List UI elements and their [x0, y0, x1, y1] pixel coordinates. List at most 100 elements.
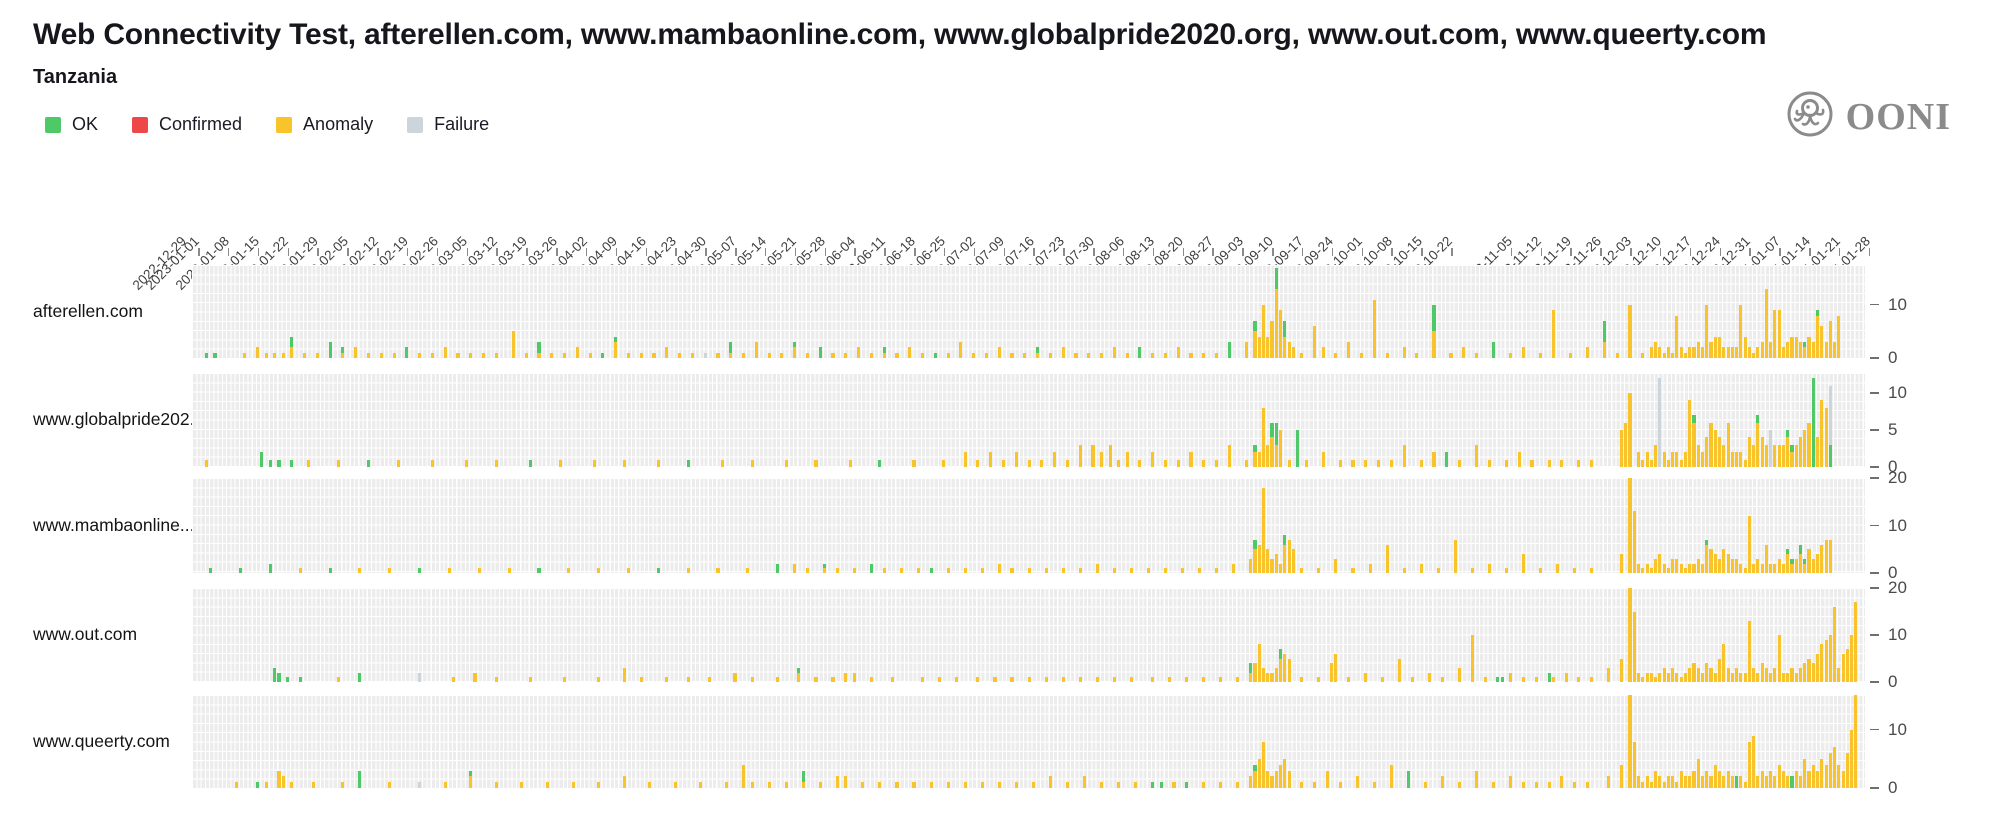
bar-anomaly[interactable] [1607, 667, 1611, 682]
bar-anomaly[interactable] [831, 677, 835, 682]
bar-anomaly[interactable] [1061, 347, 1065, 358]
bar-anomaly[interactable] [469, 776, 473, 788]
bar-anomaly[interactable] [1764, 288, 1768, 358]
bar-anomaly[interactable] [1151, 677, 1155, 682]
bar-anomaly[interactable] [1440, 677, 1445, 682]
bar-ok[interactable] [260, 452, 264, 467]
bar-anomaly[interactable] [1619, 658, 1624, 682]
bar-anomaly[interactable] [1790, 336, 1794, 358]
bar-anomaly[interactable] [1820, 758, 1824, 788]
bar-anomaly[interactable] [1726, 770, 1730, 788]
bar-anomaly[interactable] [835, 776, 839, 788]
bar-anomaly[interactable] [1176, 347, 1180, 358]
bar-ok[interactable] [268, 459, 272, 467]
bar-anomaly[interactable] [835, 568, 839, 573]
bar-ok[interactable] [273, 667, 277, 682]
bar-anomaly[interactable] [1270, 558, 1274, 573]
bar-ok[interactable] [1253, 764, 1257, 771]
bar-anomaly[interactable] [1202, 459, 1206, 467]
bar-anomaly[interactable] [1278, 658, 1283, 682]
bar-anomaly[interactable] [1662, 452, 1666, 467]
bar-anomaly[interactable] [1709, 342, 1713, 358]
bar-anomaly[interactable] [1313, 326, 1317, 358]
bar-anomaly[interactable] [976, 459, 980, 467]
bar-anomaly[interactable] [818, 782, 822, 788]
bar-anomaly[interactable] [997, 782, 1001, 788]
bar-anomaly[interactable] [963, 782, 967, 788]
bar-anomaly[interactable] [1521, 677, 1526, 682]
bar-anomaly[interactable] [1483, 677, 1487, 682]
bar-anomaly[interactable] [754, 342, 758, 358]
bar-anomaly[interactable] [1658, 554, 1662, 573]
bar-anomaly[interactable] [1854, 695, 1858, 788]
bar-anomaly[interactable] [1632, 741, 1636, 788]
bar-anomaly[interactable] [1530, 459, 1534, 467]
bar-anomaly[interactable] [1773, 563, 1777, 573]
ooni-logo[interactable]: OONI [1784, 88, 1951, 145]
bar-ok[interactable] [1500, 677, 1504, 682]
bar-anomaly[interactable] [1700, 776, 1705, 788]
bar-anomaly[interactable] [678, 352, 682, 358]
bar-anomaly[interactable] [1270, 672, 1274, 682]
bar-anomaly[interactable] [1300, 352, 1304, 358]
bar-anomaly[interactable] [1266, 672, 1270, 682]
bar-anomaly[interactable] [234, 782, 238, 788]
bar-anomaly[interactable] [1027, 677, 1031, 682]
bar-anomaly[interactable] [1709, 667, 1713, 682]
bar-anomaly[interactable] [1470, 635, 1474, 682]
bar-anomaly[interactable] [1117, 459, 1121, 467]
bar-anomaly[interactable] [290, 347, 294, 358]
bar-anomaly[interactable] [1355, 776, 1359, 788]
bar-anomaly[interactable] [895, 782, 899, 788]
bar-anomaly[interactable] [899, 568, 903, 573]
bar-ok[interactable] [358, 672, 362, 682]
bar-anomaly[interactable] [1696, 667, 1700, 682]
bar-ok[interactable] [1786, 430, 1790, 438]
bar-anomaly[interactable] [1645, 452, 1649, 467]
bar-anomaly[interactable] [784, 459, 788, 467]
bar-ok[interactable] [1274, 267, 1278, 289]
bar-ok[interactable] [1253, 444, 1257, 453]
bar-anomaly[interactable] [1475, 352, 1479, 358]
bar-anomaly[interactable] [1649, 459, 1653, 467]
bar-anomaly[interactable] [1278, 430, 1283, 467]
bar-anomaly[interactable] [1781, 563, 1785, 573]
bar-anomaly[interactable] [1760, 663, 1764, 682]
bar-anomaly[interactable] [1065, 459, 1069, 467]
bar-anomaly[interactable] [1377, 459, 1381, 467]
bar-anomaly[interactable] [1266, 336, 1270, 358]
bar-anomaly[interactable] [920, 352, 925, 358]
bar-ok[interactable] [1432, 304, 1436, 332]
bar-anomaly[interactable] [1675, 558, 1679, 573]
bar-anomaly[interactable] [1683, 776, 1687, 788]
bar-anomaly[interactable] [801, 782, 805, 788]
bar-anomaly[interactable] [341, 352, 345, 358]
bar-ok[interactable] [328, 342, 332, 358]
bar-anomaly[interactable] [571, 782, 575, 788]
bar-anomaly[interactable] [750, 459, 754, 467]
bar-anomaly[interactable] [1010, 352, 1014, 358]
bar-anomaly[interactable] [273, 352, 277, 358]
bar-anomaly[interactable] [1368, 563, 1372, 573]
bar-anomaly[interactable] [1811, 764, 1815, 788]
bar-anomaly[interactable] [869, 352, 873, 358]
bar-anomaly[interactable] [1628, 478, 1632, 573]
bar-anomaly[interactable] [1334, 653, 1338, 682]
bar-anomaly[interactable] [626, 352, 630, 358]
bar-anomaly[interactable] [844, 672, 848, 682]
bar-anomaly[interactable] [1078, 444, 1082, 467]
bar-ok[interactable] [869, 563, 873, 573]
bar-anomaly[interactable] [1521, 782, 1526, 788]
bar-anomaly[interactable] [1573, 782, 1577, 788]
bar-anomaly[interactable] [946, 782, 950, 788]
bar-anomaly[interactable] [1683, 352, 1687, 358]
bar-anomaly[interactable] [1807, 658, 1811, 682]
bar-ok[interactable] [1790, 444, 1794, 453]
bar-anomaly[interactable] [1509, 672, 1513, 682]
bar-anomaly[interactable] [1385, 544, 1389, 573]
bar-ok[interactable] [933, 352, 937, 358]
bar-anomaly[interactable] [1798, 554, 1803, 573]
bar-anomaly[interactable] [277, 770, 281, 788]
bar-anomaly[interactable] [1760, 437, 1764, 467]
bar-anomaly[interactable] [1359, 352, 1364, 358]
